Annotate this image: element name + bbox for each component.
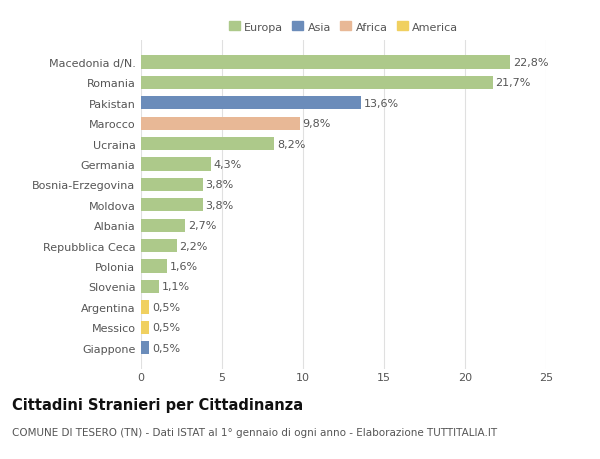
Bar (141, 321, 149, 334)
Text: 2,2%: 2,2% (179, 241, 208, 251)
Bar (141, 341, 149, 354)
Text: 2,7%: 2,7% (188, 221, 216, 231)
Text: 0,5%: 0,5% (152, 302, 180, 312)
Bar (141, 138, 274, 151)
Text: 22,8%: 22,8% (513, 58, 549, 68)
Text: COMUNE DI TESERO (TN) - Dati ISTAT al 1° gennaio di ogni anno - Elaborazione TUT: COMUNE DI TESERO (TN) - Dati ISTAT al 1°… (12, 427, 497, 437)
Text: 0,5%: 0,5% (152, 343, 180, 353)
Text: 13,6%: 13,6% (364, 99, 400, 109)
Bar (141, 158, 211, 171)
Legend: Europa, Asia, Africa, America: Europa, Asia, Africa, America (229, 22, 458, 33)
Bar (141, 77, 493, 90)
Text: 4,3%: 4,3% (214, 160, 242, 170)
Bar (141, 260, 167, 273)
Bar (141, 179, 203, 192)
Text: 1,6%: 1,6% (170, 262, 198, 271)
Bar (141, 199, 203, 212)
Text: 0,5%: 0,5% (152, 323, 180, 333)
Text: 3,8%: 3,8% (205, 201, 234, 210)
Bar (141, 56, 511, 69)
Text: Cittadini Stranieri per Cittadinanza: Cittadini Stranieri per Cittadinanza (12, 397, 303, 412)
Bar (141, 301, 149, 314)
Text: 21,7%: 21,7% (496, 78, 531, 88)
Bar (141, 219, 185, 232)
Text: 1,1%: 1,1% (162, 282, 190, 292)
Bar (141, 118, 300, 130)
Bar (141, 97, 361, 110)
Bar (141, 240, 176, 253)
Text: 9,8%: 9,8% (302, 119, 331, 129)
Text: 3,8%: 3,8% (205, 180, 234, 190)
Bar (141, 280, 159, 293)
Text: 8,2%: 8,2% (277, 140, 305, 149)
